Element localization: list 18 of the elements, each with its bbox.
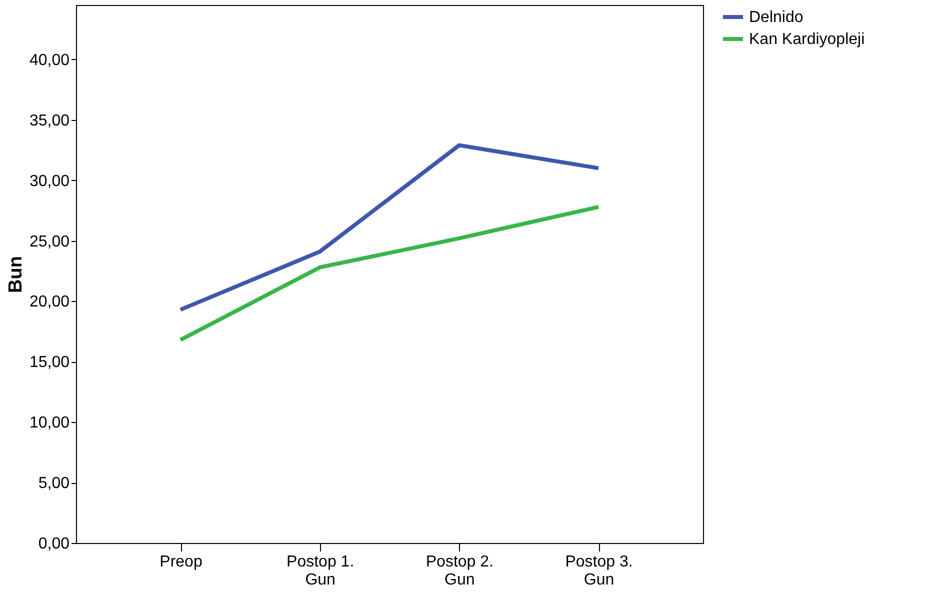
y-tick-label: 0,00 [38, 536, 70, 552]
x-tick-label: Preop [160, 554, 202, 570]
y-tick-label: 35,00 [29, 112, 70, 130]
line-series [178, 143, 600, 312]
y-tick-label: 40,00 [29, 52, 70, 69]
x-tick-label: Postop 3. Gun [565, 554, 633, 588]
y-axis-title: Bun [5, 256, 26, 293]
y-tick-label: 15,00 [29, 354, 70, 372]
x-tick-label: Postop 2. Gun [426, 554, 494, 588]
y-tick-label: 10,00 [29, 414, 70, 432]
y-tick-label: 25,00 [29, 233, 70, 250]
legend-label: Kan Kardiyopleji [749, 31, 865, 48]
y-tick-label: 20,00 [29, 294, 70, 311]
line-series [178, 204, 600, 342]
y-tick-label: 30,00 [29, 172, 70, 190]
legend-label: Delnido [749, 9, 804, 26]
y-tick-label: 5,00 [38, 475, 70, 492]
x-tick-label: Postop 1. Gun [286, 554, 354, 588]
